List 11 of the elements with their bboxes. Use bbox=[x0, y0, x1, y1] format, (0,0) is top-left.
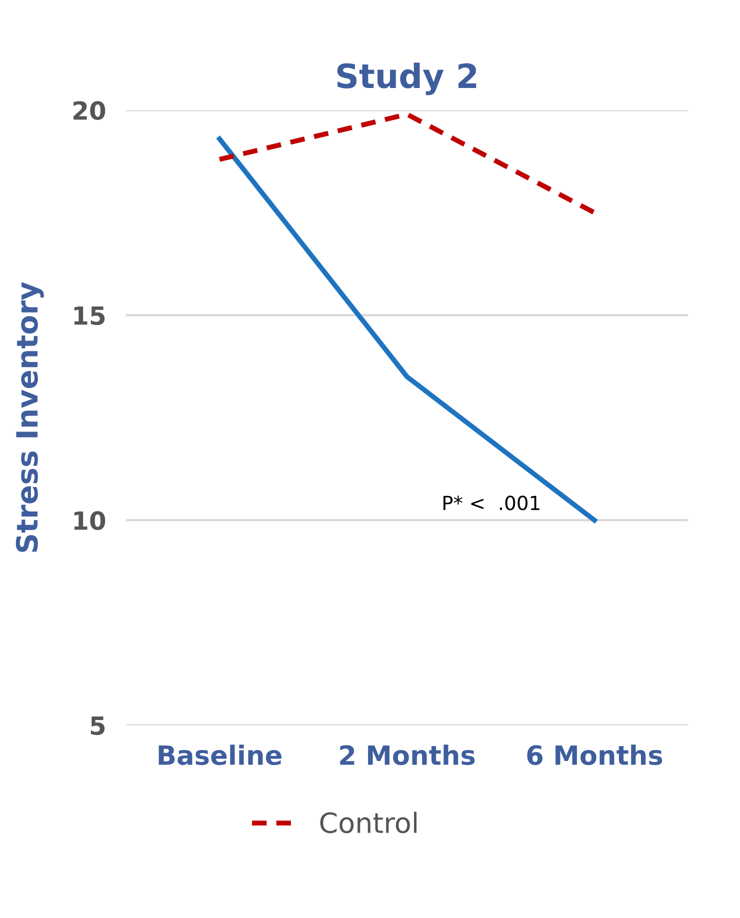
y-tick-label: 5 bbox=[90, 716, 105, 736]
x-tick-label: Baseline bbox=[158, 744, 282, 766]
chart-title: Study 2 bbox=[337, 62, 476, 96]
y-axis-title: Stress Inventory bbox=[16, 282, 44, 552]
x-tick-label: 6 Months bbox=[527, 744, 662, 766]
y-tick-label: 10 bbox=[74, 511, 106, 530]
legend-label: Control bbox=[320, 812, 416, 834]
annotation: P* < .001 bbox=[443, 496, 540, 510]
y-tick-label: 20 bbox=[74, 101, 106, 120]
y-tick-label: 15 bbox=[74, 306, 105, 326]
x-tick-label: 2 Months bbox=[340, 744, 475, 766]
